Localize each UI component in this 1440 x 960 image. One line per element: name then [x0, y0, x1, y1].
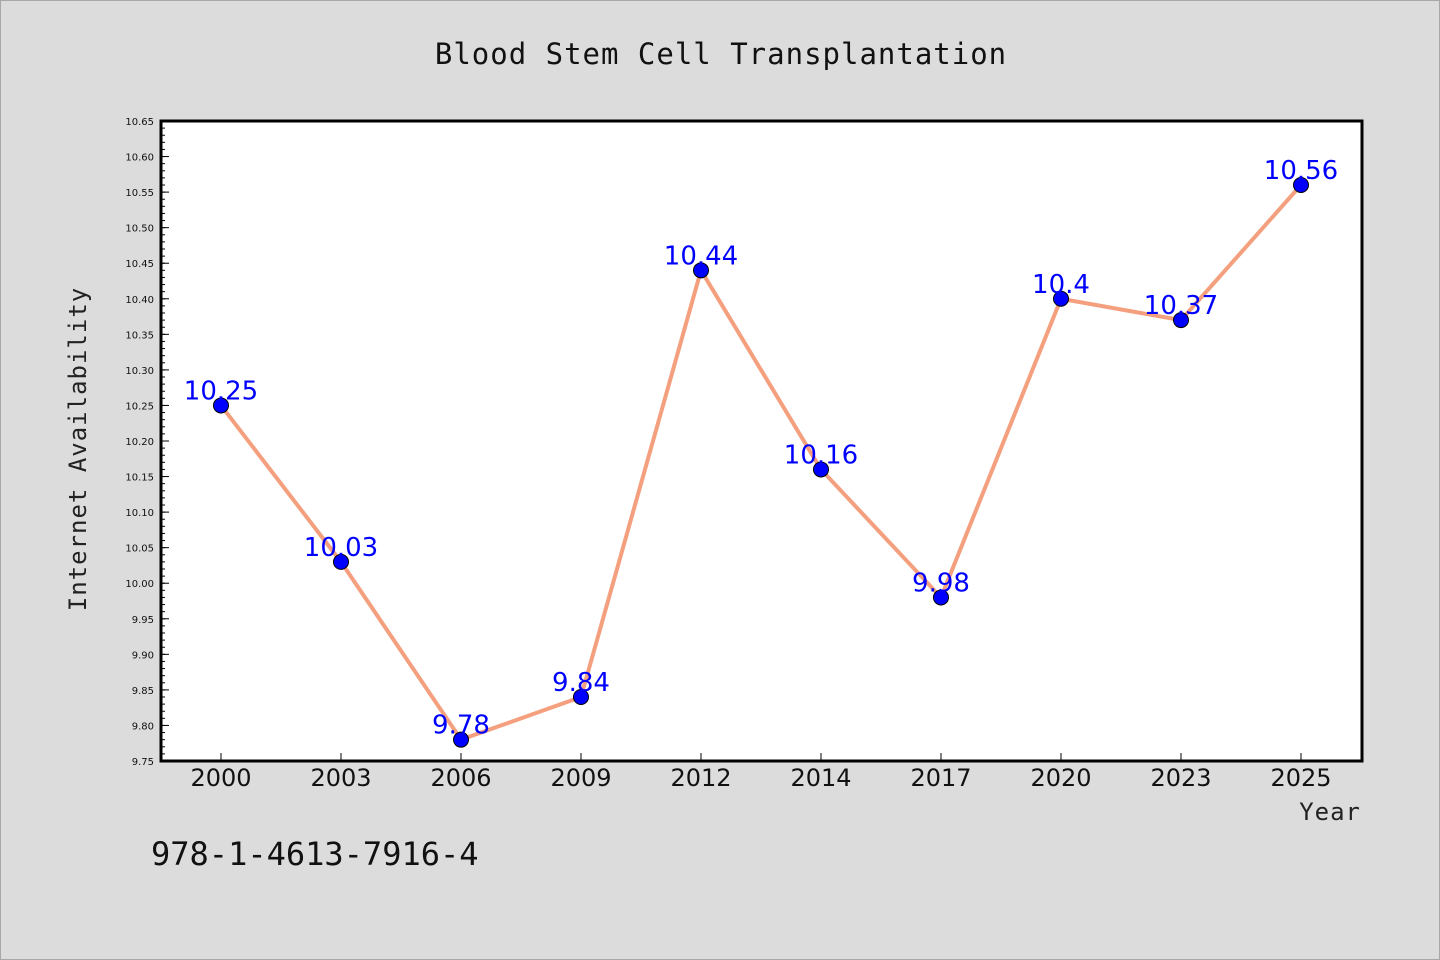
y-tick-label: 10.00	[125, 579, 154, 590]
y-tick-label: 10.65	[125, 117, 154, 128]
isbn-text: 978-1-4613-7916-4	[151, 835, 479, 873]
y-tick-label: 10.55	[125, 188, 154, 199]
y-tick-label: 10.05	[125, 544, 154, 555]
data-label: 10.37	[1144, 291, 1218, 321]
x-tick-label: 2025	[1270, 764, 1331, 792]
x-tick-label: 2020	[1030, 764, 1091, 792]
x-tick-label: 2009	[550, 764, 611, 792]
data-point	[453, 731, 469, 748]
data-point	[1173, 312, 1189, 329]
y-tick-label: 10.60	[125, 153, 154, 164]
data-point	[573, 689, 589, 705]
data-point	[933, 589, 949, 606]
series-layer	[213, 177, 1309, 748]
data-point	[1053, 290, 1069, 307]
x-axis: 2000 2003 2006 2009 2012 2014 2017 2020 2023 2025	[190, 753, 1332, 792]
plot-area	[159, 119, 1364, 763]
y-tick-label: 9.85	[132, 686, 154, 697]
x-axis-label: Year	[1299, 798, 1361, 826]
data-label: 10.25	[184, 376, 258, 406]
data-point	[813, 461, 829, 478]
y-tick-label: 10.50	[125, 224, 154, 235]
data-label: 10.44	[664, 241, 738, 271]
y-tick-label: 10.20	[125, 437, 154, 448]
series-line	[219, 183, 1303, 742]
data-point	[333, 553, 349, 570]
data-label: 10.56	[1264, 156, 1338, 186]
data-labels: 10.25 10.03 9.78 9.84 10.44 10.16 9.98 10.4 10.3…	[184, 156, 1338, 741]
data-point	[213, 397, 229, 414]
data-label: 9.98	[912, 568, 970, 598]
x-tick-label: 2006	[430, 764, 491, 792]
data-label: 10.03	[304, 533, 378, 563]
data-point	[1293, 177, 1309, 193]
x-tick-label: 2000	[190, 764, 251, 792]
x-tick-label: 2012	[670, 764, 731, 792]
y-tick-label: 10.15	[125, 473, 154, 484]
y-tick-label: 10.45	[125, 259, 154, 270]
y-tick-label: 10.30	[125, 366, 154, 377]
data-label: 9.78	[432, 711, 490, 741]
data-label: 10.4	[1032, 270, 1090, 300]
data-label: 9.84	[552, 668, 610, 698]
x-tick-label: 2003	[310, 764, 371, 792]
y-tick-label: 9.80	[132, 721, 154, 732]
y-tick-label: 10.10	[125, 508, 154, 519]
x-tick-label: 2014	[790, 764, 851, 792]
y-axis: 9.75 9.80 9.85 9.90 9.95 10.00 10.05 10.10 10.15…	[125, 117, 169, 768]
y-tick-label: 10.35	[125, 330, 154, 341]
y-tick-label: 10.40	[125, 295, 154, 306]
data-label: 10.16	[784, 440, 858, 470]
y-tick-label: 10.25	[125, 401, 154, 412]
y-tick-label: 9.95	[132, 615, 154, 626]
y-tick-label: 9.90	[132, 650, 154, 661]
x-tick-label: 2017	[910, 764, 971, 792]
x-tick-label: 2023	[1150, 764, 1211, 792]
chart-title: Blood Stem Cell Transplantation	[435, 37, 1007, 71]
y-tick-label: 9.75	[132, 757, 154, 768]
data-point	[693, 262, 709, 279]
y-axis-label: Internet Availability	[64, 287, 92, 611]
